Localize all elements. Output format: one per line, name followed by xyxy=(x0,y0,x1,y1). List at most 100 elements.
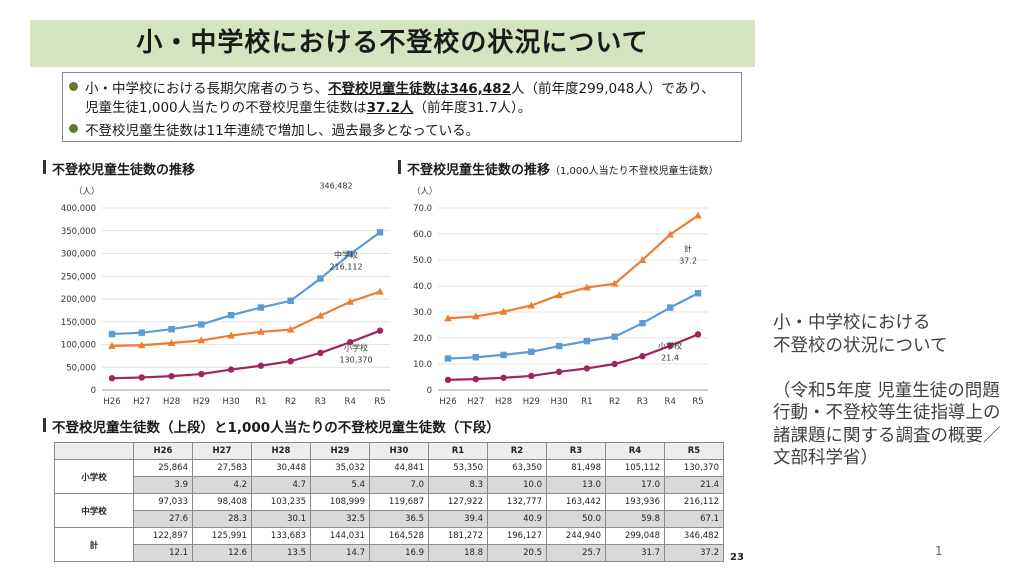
table-cell-rate: 13.5 xyxy=(251,544,311,562)
table-header: H29 xyxy=(310,442,370,460)
summary-text: （前年度31.7人）。 xyxy=(413,100,532,116)
table-row: 3.9 4.2 4.7 5.4 7.0 8.3 10.0 13.0 17.0 21.4 xyxy=(55,476,724,494)
data-table: H26 H27 H28 H29 H30 R1 R2 R3 R4 R5 小学校 25… xyxy=(54,442,724,562)
table-cell-rate: 39.4 xyxy=(428,510,488,528)
table-cell-rate: 17.0 xyxy=(605,476,665,494)
table-header: H28 xyxy=(251,442,311,460)
data-point xyxy=(347,338,354,346)
data-point xyxy=(583,365,591,372)
data-point xyxy=(666,230,675,238)
data-point xyxy=(527,301,536,309)
data-point xyxy=(376,229,384,236)
table-row: 27.6 28.3 30.1 32.5 36.5 39.4 40.9 50.0 59.8 67.1 xyxy=(55,510,724,528)
y-tick-label: 0 xyxy=(91,386,96,396)
data-point xyxy=(444,314,452,322)
data-point xyxy=(197,336,206,344)
data-point xyxy=(555,342,563,350)
table-cell-rate: 28.3 xyxy=(192,510,252,528)
data-point xyxy=(227,366,235,373)
x-tick-label: R5 xyxy=(374,397,385,407)
table-cell-count: 122,897 xyxy=(133,527,193,545)
table-cell-rate: 14.7 xyxy=(310,544,370,562)
table-cell-count: 127,922 xyxy=(428,493,488,511)
bullet-icon xyxy=(69,82,78,91)
data-point xyxy=(168,372,175,380)
data-point xyxy=(472,375,479,383)
y-tick-label: 70.0 xyxy=(413,204,432,214)
data-point xyxy=(444,376,452,384)
data-point xyxy=(611,333,618,340)
table-cell-count: 27,583 xyxy=(192,459,252,477)
x-tick-label: R1 xyxy=(581,397,592,407)
table-cell-rate: 8.3 xyxy=(428,476,488,494)
section-marker xyxy=(398,160,401,174)
table-cell-count: 35,032 xyxy=(310,459,370,477)
summary-box: 小・中学校における長期欠席者のうち、不登校児童生徒数は346,482人（前年度2… xyxy=(62,72,742,142)
data-point xyxy=(227,311,235,319)
table-cell-rate: 21.4 xyxy=(664,476,724,494)
section-marker xyxy=(43,418,46,432)
x-tick-label: H27 xyxy=(133,397,150,407)
chart2-subtitle: （1,000人当たり不登校児童生徒数） xyxy=(550,166,719,177)
x-tick-label: R2 xyxy=(609,397,620,407)
data-point xyxy=(108,341,116,349)
table-header: R2 xyxy=(487,442,547,460)
table-cell-rate: 40.9 xyxy=(487,510,547,528)
series-end-value-label: 216,112 xyxy=(329,263,362,272)
chart2-title: 不登校児童生徒数の推移 xyxy=(407,163,551,178)
series-line-0 xyxy=(111,231,381,336)
summary-text: 人（前年度299,048人）であり、 xyxy=(511,81,715,97)
summary-text: 小・中学校における長期欠席者のうち、 xyxy=(85,81,328,97)
data-point xyxy=(257,304,265,311)
table-row: 12.1 12.6 13.5 14.7 16.9 18.8 20.5 25.7 31.7 37.2 xyxy=(55,544,724,562)
table-cell-rate: 67.1 xyxy=(664,510,724,528)
table-cell-count: 53,350 xyxy=(428,459,488,477)
y-tick-label: 30.0 xyxy=(413,308,432,318)
y-tick-label: 150,000 xyxy=(61,318,96,328)
bullet-icon xyxy=(69,124,78,133)
table-cell-rate: 12.6 xyxy=(192,544,252,562)
table-header: R1 xyxy=(428,442,488,460)
x-tick-label: H27 xyxy=(467,397,484,407)
data-point xyxy=(108,330,116,338)
y-tick-label: 50,000 xyxy=(66,363,96,373)
summary-line-2: 児童生徒1,000人当たりの不登校児童生徒数は37.2人（前年度31.7人）。 xyxy=(85,96,531,116)
table-cell-rate: 4.2 xyxy=(192,476,252,494)
table-header: R4 xyxy=(605,442,665,460)
table-header-row: H26 H27 H28 H29 H30 R1 R2 R3 R4 R5 xyxy=(54,442,724,460)
table-cell-count: 30,448 xyxy=(251,459,311,477)
data-point xyxy=(500,374,507,381)
data-point xyxy=(583,337,591,345)
data-point xyxy=(528,372,535,380)
data-point xyxy=(316,311,325,319)
data-point xyxy=(583,283,591,291)
table-cell-rate: 25.7 xyxy=(546,544,606,562)
x-tick-label: H26 xyxy=(439,397,456,407)
data-point xyxy=(528,348,535,355)
table-cell-rate: 37.2 xyxy=(664,544,724,562)
series-name-label: 小学校 xyxy=(344,343,368,353)
table-row: 計 122,897 125,991 133,683 144,031 164,528 181,… xyxy=(54,527,724,562)
table-row-label: 小学校 xyxy=(54,459,134,494)
table-cell-count: 98,408 xyxy=(192,493,252,511)
table-cell-count: 108,999 xyxy=(310,493,370,511)
table-cell-rate: 31.7 xyxy=(605,544,665,562)
summary-highlight: 不登校児童生徒数は346,482 xyxy=(328,81,511,97)
series-line-1 xyxy=(447,292,699,360)
series-name-label: 中学校 xyxy=(334,250,358,260)
data-point xyxy=(444,355,452,362)
y-tick-label: 200,000 xyxy=(61,295,96,305)
x-tick-label: R3 xyxy=(637,397,648,407)
table-header: H26 xyxy=(133,442,193,460)
data-point xyxy=(639,319,646,327)
y-tick-label: 300,000 xyxy=(61,250,96,260)
data-point xyxy=(694,290,702,297)
series-end-value-label: 346,482 xyxy=(319,181,352,190)
data-point xyxy=(694,331,702,338)
table-cell-count: 119,687 xyxy=(369,493,429,511)
data-point xyxy=(108,375,116,382)
table-cell-count: 216,112 xyxy=(664,493,724,511)
table-cell-count: 299,048 xyxy=(605,527,665,545)
table-cell-rate: 10.0 xyxy=(487,476,547,494)
table-cell-rate: 7.0 xyxy=(369,476,429,494)
